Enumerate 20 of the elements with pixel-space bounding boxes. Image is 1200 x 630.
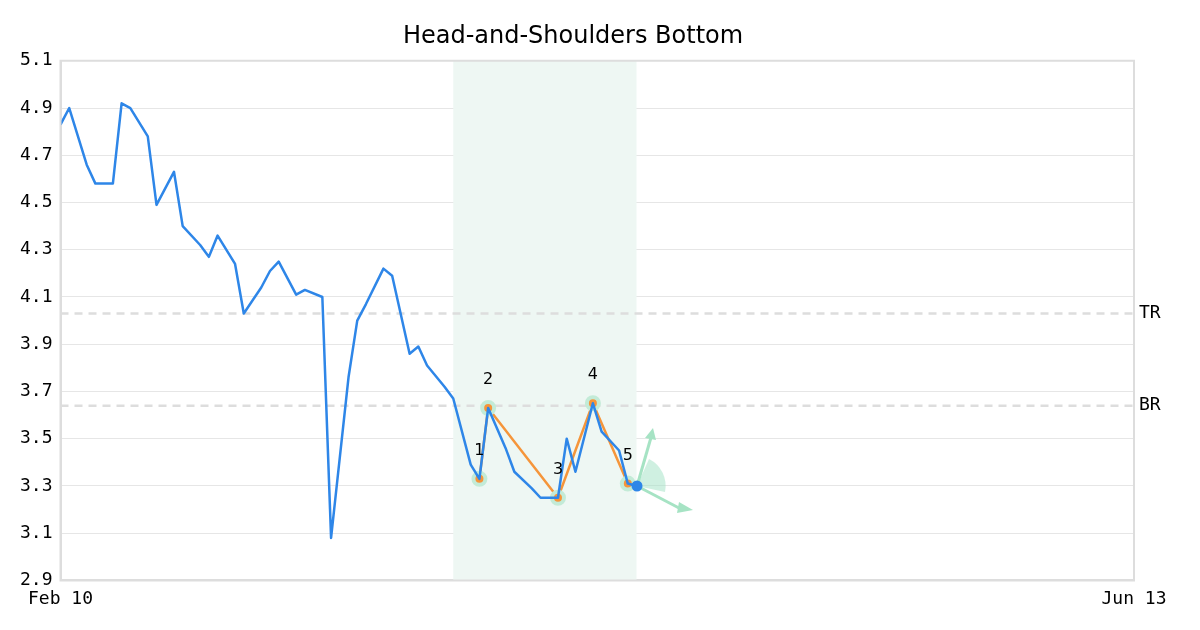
ref-line-label: TR bbox=[1139, 301, 1161, 323]
y-tick-label: 3.7 bbox=[20, 379, 53, 401]
point bbox=[631, 480, 643, 492]
y-tick-label: 3.3 bbox=[20, 473, 53, 495]
x-tick-label: Jun 13 bbox=[1101, 586, 1167, 608]
y-tick-label: 4.1 bbox=[20, 284, 53, 306]
ref-line-label: BR bbox=[1139, 393, 1161, 415]
chart-title: Head-and-Shoulders Bottom bbox=[402, 20, 744, 49]
y-tick-label: 5.1 bbox=[20, 48, 53, 70]
y-tick-label: 4.5 bbox=[20, 190, 53, 212]
y-tick-label: 3.5 bbox=[20, 426, 53, 448]
y-tick-label: 4.9 bbox=[20, 95, 53, 117]
y-tick-label: 3.9 bbox=[20, 331, 53, 353]
y-tick-label: 4.7 bbox=[20, 142, 53, 164]
y-tick-label: 3.1 bbox=[20, 520, 53, 542]
y-tick-label: 4.3 bbox=[20, 237, 53, 259]
annotation: 2 bbox=[483, 369, 494, 389]
annotation: 4 bbox=[587, 364, 598, 384]
annotation: 3 bbox=[552, 458, 564, 478]
annotation: 5 bbox=[622, 444, 633, 464]
